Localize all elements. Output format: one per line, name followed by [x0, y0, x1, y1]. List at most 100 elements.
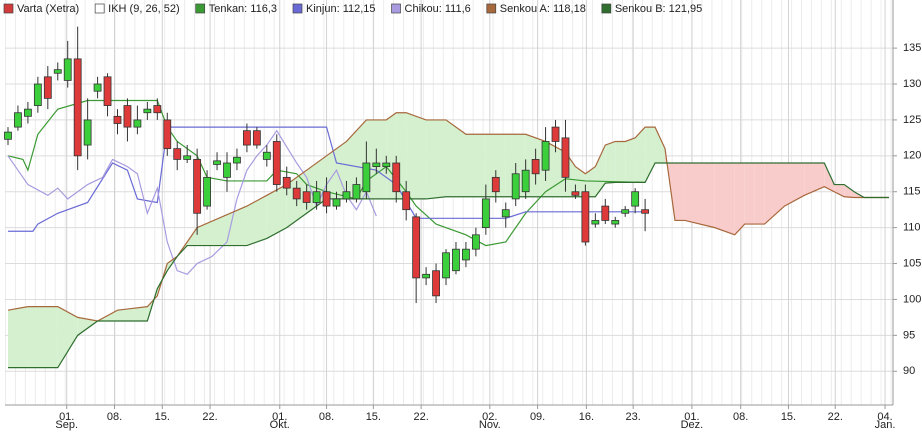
x-tick-label: 08.	[107, 411, 122, 423]
legend-swatch	[195, 3, 206, 14]
candle-body	[153, 105, 162, 114]
candle-body	[282, 176, 291, 189]
cloud-segment	[844, 184, 855, 198]
x-tick-label: 15.	[155, 411, 170, 423]
legend-swatch	[292, 3, 303, 14]
candle-body	[302, 191, 311, 203]
cloud-segment	[824, 163, 835, 192]
indicator-line	[7, 129, 377, 276]
x-month-label: Sep.	[55, 419, 78, 431]
candle-body	[621, 209, 630, 214]
candle-body	[452, 248, 460, 272]
candle-body	[203, 176, 211, 207]
cloud-segment	[834, 184, 845, 197]
y-tick-label: 120	[903, 150, 921, 162]
cloud-segment	[406, 112, 427, 199]
legend: Varta (Xetra) IKH (9, 26, 52) Tenkan: 116,…	[3, 3, 702, 15]
candle-body	[43, 76, 52, 99]
y-tick-label: 95	[903, 329, 915, 341]
x-tick-label: 15.	[366, 411, 381, 423]
candle-body	[312, 191, 321, 203]
candle-body	[193, 159, 202, 214]
candle-body	[521, 169, 530, 193]
y-tick-label: 105	[903, 257, 921, 269]
cloud-segment	[575, 166, 586, 197]
cloud-segment	[744, 163, 755, 225]
candle-body	[561, 137, 570, 178]
candle-body	[103, 76, 112, 106]
candle-body	[173, 148, 182, 160]
candle-body	[143, 108, 152, 114]
cloud-segment	[605, 141, 616, 184]
cloud-segment	[674, 163, 685, 221]
candle-body	[491, 176, 500, 193]
x-tick-label: 08.	[733, 411, 748, 423]
candle-body	[511, 173, 520, 200]
candle-body	[372, 162, 381, 167]
candle-body	[33, 83, 42, 106]
candle-body	[481, 198, 490, 229]
cloud-segment	[754, 163, 765, 225]
x-tick-label: 22.	[413, 411, 428, 423]
cloud-segment	[714, 163, 735, 235]
x-tick-label: 09.	[530, 411, 545, 423]
candle-body	[571, 191, 580, 196]
legend-swatch	[3, 3, 14, 14]
candle-body	[272, 141, 281, 185]
cloud-segment	[764, 163, 785, 225]
candle-body	[611, 220, 620, 225]
candle-body	[4, 131, 12, 140]
candle-body	[471, 234, 480, 250]
candle-body	[252, 130, 261, 146]
x-tick-label: 01.	[272, 411, 287, 423]
cloud-segment	[485, 134, 506, 197]
candle-body	[14, 112, 22, 128]
x-tick-label: 02.	[482, 411, 497, 423]
candle-body	[422, 273, 431, 279]
cloud-segment	[645, 127, 656, 183]
candle-body	[213, 160, 221, 165]
cloud-segment	[545, 141, 566, 197]
cloud-segment	[426, 119, 447, 199]
candle-body	[501, 209, 510, 218]
legend-swatch	[391, 3, 401, 14]
candle-body	[392, 162, 401, 193]
legend-label: Chikou: 111,6	[405, 3, 471, 15]
cloud-segment	[595, 145, 606, 197]
candle-body	[641, 209, 650, 214]
cloud-segment	[266, 184, 287, 239]
cloud-segment	[625, 137, 636, 183]
cloud-segment	[784, 163, 805, 207]
x-tick-label: 01.	[684, 411, 699, 423]
cloud-segment	[734, 163, 745, 235]
candle-body	[292, 187, 301, 200]
legend-label: Senkou A: 118,18	[500, 3, 586, 15]
cloud-segment	[57, 306, 78, 368]
x-tick-label: 22.	[202, 411, 217, 423]
candle-body	[163, 119, 172, 150]
candle-body	[113, 115, 122, 124]
legend-label: Senkou B: 121,95	[615, 3, 702, 15]
candle-body	[223, 162, 231, 178]
cloud-segment	[27, 306, 58, 368]
candle-body	[541, 141, 550, 171]
candle-body	[362, 162, 371, 193]
candle-body	[462, 248, 470, 261]
x-month-label: Nov.	[479, 419, 501, 431]
y-tick-label: 135	[903, 42, 921, 54]
candle-body	[412, 216, 421, 279]
x-tick-label: 15.	[781, 411, 796, 423]
candle-body	[531, 159, 540, 175]
y-tick-label: 130	[903, 78, 921, 90]
legend-label: Varta (Xetra)	[17, 3, 79, 15]
cloud-segment	[465, 134, 486, 197]
legend-label: IKH (9, 26, 52)	[108, 3, 180, 15]
y-tick-label: 115	[903, 186, 921, 198]
cloud-segment	[635, 127, 646, 183]
candle-body	[352, 184, 361, 200]
candle-body	[83, 119, 92, 146]
cloud-segment	[615, 141, 626, 183]
candle-body	[322, 191, 331, 207]
y-tick-label: 100	[903, 293, 921, 305]
